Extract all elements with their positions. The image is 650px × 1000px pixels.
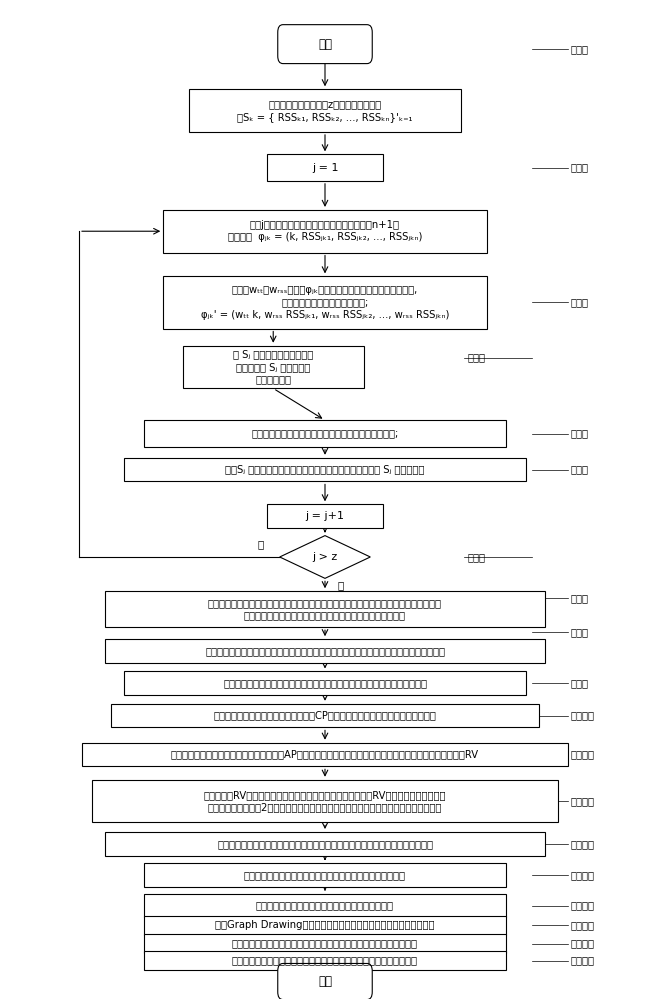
FancyBboxPatch shape: [144, 894, 506, 917]
FancyBboxPatch shape: [163, 276, 487, 329]
Polygon shape: [280, 536, 370, 578]
Text: 步骤二: 步骤二: [571, 163, 589, 173]
Text: 选择所有标记点的平均定位精度最大的逻辑图作为最优逻辑图: 选择所有标记点的平均定位精度最大的逻辑图作为最优逻辑图: [244, 870, 406, 880]
Text: 步骤十四: 步骤十四: [571, 839, 595, 849]
FancyBboxPatch shape: [124, 671, 526, 695]
Text: 步骤四: 步骤四: [467, 353, 486, 363]
Text: 利用Graph Drawing正交算法对最优信号逻辑图及物理环境图进行绘制: 利用Graph Drawing正交算法对最优信号逻辑图及物理环境图进行绘制: [215, 920, 435, 930]
Text: 步骤十六: 步骤十六: [571, 901, 595, 911]
Text: 根报各子区域的邻接关系，将定位目标区域表示为各子区域连通的物理环境图: 根报各子区域的邻接关系，将定位目标区域表示为各子区域连通的物理环境图: [223, 678, 427, 688]
FancyBboxPatch shape: [144, 420, 506, 447]
Text: 步骤七: 步骤七: [467, 552, 486, 562]
Text: 开始: 开始: [318, 38, 332, 51]
Text: j = 1: j = 1: [312, 163, 338, 173]
FancyBboxPatch shape: [105, 591, 545, 627]
FancyBboxPatch shape: [144, 934, 506, 953]
Text: 利用图像边缘检测技术，确定所有类转移图中类间距离小于门限的类，并且合并相应的类
以实现对所有类转移图的拼接，从而得到待筛选的信号逻辑图: 利用图像边缘检测技术，确定所有类转移图中类间距离小于门限的类，并且合并相应的类 …: [208, 598, 442, 620]
FancyBboxPatch shape: [183, 346, 364, 388]
Text: 利用中值滤波，修正每条混合矢量的聚类号及相应类心;: 利用中值滤波，修正每条混合矢量的聚类号及相应类心;: [252, 429, 398, 439]
FancyBboxPatch shape: [105, 832, 545, 856]
Text: 步骤十八: 步骤十八: [571, 939, 595, 949]
Text: 步骤三: 步骤三: [571, 297, 589, 307]
FancyBboxPatch shape: [111, 704, 539, 727]
Text: 步骤六: 步骤六: [571, 465, 589, 475]
FancyBboxPatch shape: [266, 154, 384, 181]
FancyBboxPatch shape: [266, 504, 384, 528]
Text: 步骤五: 步骤五: [571, 429, 589, 439]
Text: 在目标区域中随机采集z条接收信号强度序
列Sₖ = { RSSₖ₁, RSSₖ₂, ..., RSSₖₙ}'ₖ₌₁: 在目标区域中随机采集z条接收信号强度序 列Sₖ = { RSSₖ₁, RSSₖ₂…: [237, 99, 413, 122]
Text: 计算与每个RV相似度最大的逻辑节点，并定义此逻辑节点为该RV所对应子区域存在的映
射关系，剔除包含与2个或以上不同子区域存在映射关系的逻辑节点所对应的信号逻辑图: 计算与每个RV相似度最大的逻辑节点，并定义此逻辑节点为该RV所对应子区域存在的映…: [203, 790, 447, 812]
Text: 在第j条信号强度序列中以升序加入时间戳构成n+1维
混合矢量  φⱼₖ = (k, RSSⱼₖ₁, RSSⱼₖ₂, ..., RSSⱼₖₙ): 在第j条信号强度序列中以升序加入时间戳构成n+1维 混合矢量 φⱼₖ = (k,…: [227, 220, 422, 242]
Text: 否: 否: [257, 539, 263, 549]
Text: 根据用户的接收信号强度矢量用相似度判所出其最接近的逻辑图的类号: 根据用户的接收信号强度矢量用相似度判所出其最接近的逻辑图的类号: [232, 939, 418, 949]
Text: 步骤十三: 步骤十三: [571, 796, 595, 806]
FancyBboxPatch shape: [144, 863, 506, 887]
Text: 结束: 结束: [318, 975, 332, 988]
FancyBboxPatch shape: [278, 25, 372, 64]
Text: 在定位目标区域内选择少量标记位置点CP，且保证标记位置点个数少于子区域个数: 在定位目标区域内选择少量标记位置点CP，且保证标记位置点个数少于子区域个数: [214, 711, 436, 721]
Text: 根据Sⱼ 中相邻聚类之间的转移关系，以连接图的形式得到 Sⱼ 的类转移图: 根据Sⱼ 中相邻聚类之间的转移关系，以连接图的形式得到 Sⱼ 的类转移图: [226, 465, 424, 475]
Text: 在各标记位置点处采集一定数目的来自不同AP的信号强度矢量，并将其均值矢量作为各标记位置点的代表矢量RV: 在各标记位置点处采集一定数目的来自不同AP的信号强度矢量，并将其均值矢量作为各标…: [171, 750, 479, 760]
Text: 分别以wₜₜ及wᵣₛₛ加权于φⱼₖ中的时间戳及相应接收信号强度矢量,
构成最终的用以聚类的混合矢量;
φⱼₖ' = (wₜₜ k, wᵣₛₛ RSSⱼₖ₁, w: 分别以wₜₜ及wᵣₛₛ加权于φⱼₖ中的时间戳及相应接收信号强度矢量, 构成最终的…: [201, 285, 449, 320]
FancyBboxPatch shape: [189, 89, 461, 132]
FancyBboxPatch shape: [144, 916, 506, 935]
FancyBboxPatch shape: [144, 951, 506, 970]
Text: j > z: j > z: [313, 552, 337, 562]
Text: 利用映射准则，得到所有未剔除信号逻辑图，以及相应的与物理环境图的映射关系: 利用映射准则，得到所有未剔除信号逻辑图，以及相应的与物理环境图的映射关系: [217, 839, 433, 849]
FancyBboxPatch shape: [124, 458, 526, 481]
FancyBboxPatch shape: [105, 639, 545, 663]
Text: 根据所确定的类号及逻辑图到物理图的映射关系，返回用户所在区域号: 根据所确定的类号及逻辑图到物理图的映射关系，返回用户所在区域号: [232, 956, 418, 966]
FancyBboxPatch shape: [278, 963, 372, 1000]
Text: 步骤十五: 步骤十五: [571, 870, 595, 880]
Text: 对 Sⱼ 中的混合矢量进行谱聚
类，以得到 Sⱼ 中每条混合
矢量的聚类号: 对 Sⱼ 中的混合矢量进行谱聚 类，以得到 Sⱼ 中每条混合 矢量的聚类号: [233, 350, 313, 384]
FancyBboxPatch shape: [92, 780, 558, 822]
Text: 是: 是: [338, 580, 344, 590]
Text: 步骤十二: 步骤十二: [571, 750, 595, 760]
Text: 根据步骤十八，建立最优逻辑图到物理图的一一映射: 根据步骤十八，建立最优逻辑图到物理图的一一映射: [256, 901, 394, 911]
Text: 步骤十九: 步骤十九: [571, 956, 595, 966]
Text: 步骤八: 步骤八: [571, 593, 589, 603]
Text: 步骤十一: 步骤十一: [571, 711, 595, 721]
Text: 将定位目标区域的每个叉路口作为区域边界进行子区域划分，并对每个子区域进行序号标记: 将定位目标区域的每个叉路口作为区域边界进行子区域划分，并对每个子区域进行序号标记: [205, 646, 445, 656]
FancyBboxPatch shape: [83, 743, 567, 766]
Text: 步骤一: 步骤一: [571, 44, 589, 54]
FancyBboxPatch shape: [163, 210, 487, 253]
Text: 步骤九: 步骤九: [571, 627, 589, 637]
Text: j = j+1: j = j+1: [306, 511, 345, 521]
Text: 步骤十七: 步骤十七: [571, 920, 595, 930]
Text: 步骤十: 步骤十: [571, 678, 589, 688]
